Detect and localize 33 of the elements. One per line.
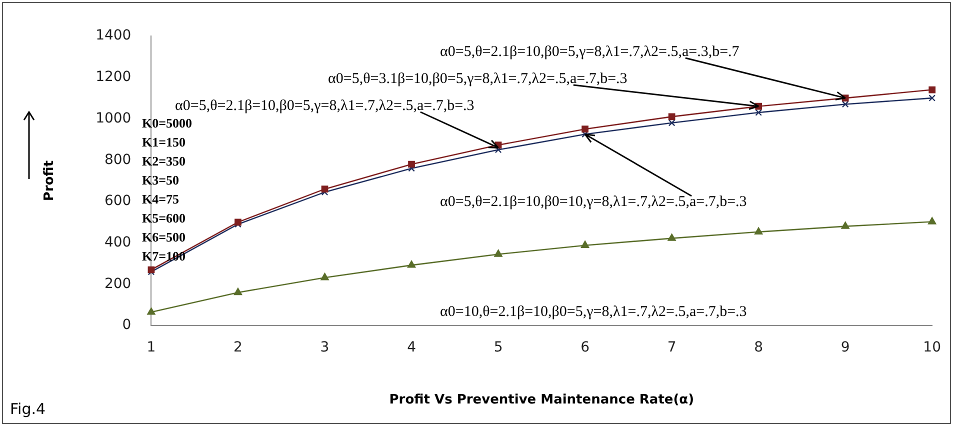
x-tick-label: 10 (923, 340, 942, 356)
annotation: K3=50 (142, 172, 180, 188)
y-tick-label: 1000 (96, 110, 132, 126)
y-tick-label: 0 (122, 317, 132, 334)
x-tick-label: 8 (754, 340, 764, 356)
y-tick-label: 200 (104, 276, 132, 292)
x-tick-label: 6 (580, 340, 590, 356)
annotation: α0=10,θ=2.1β=10,β0=5,γ=8,λ1=.7,λ2=.5,a=.7,b=.3 (440, 304, 747, 320)
caption: Fig.4 (10, 400, 46, 418)
annotation: K4=75 (142, 191, 180, 206)
x-tick-label: 5 (494, 340, 503, 356)
y-tick-label: 1200 (96, 69, 132, 86)
annotation: K1=150 (142, 134, 186, 150)
y-tick-label: 400 (104, 234, 132, 250)
x-tick-label: 3 (320, 340, 330, 356)
x-tick-label: 9 (840, 340, 850, 356)
annotation: K2=350 (142, 153, 186, 168)
annotation: K5=600 (142, 210, 186, 226)
x-tick-label: 4 (407, 340, 416, 356)
annotation: α0=5,θ=2.1β=10,β0=5,γ=8,λ1=.7,λ2=.5,a=.7,b=.3 (175, 98, 474, 114)
annotation: K0=5000 (142, 115, 192, 130)
annotation: K6=500 (142, 229, 186, 244)
y-tick-label: 1400 (96, 28, 132, 44)
y-axis-title: Profit (42, 160, 58, 202)
x-tick-label: 7 (667, 340, 676, 356)
annotation: α0=5,θ=2.1β=10,β0=5,γ=8,λ1=.7,λ2=.5,a=.3,b=.7 (440, 44, 740, 60)
y-tick-label: 800 (104, 152, 132, 168)
x-tick-label: 1 (146, 340, 156, 356)
x-tick-label: 2 (234, 340, 242, 356)
y-tick-label: 600 (104, 193, 132, 210)
annotation: α0=5,θ=3.1β=10,β0=5,γ=8,λ1=.7,λ2=.5,a=.7,b=.3 (328, 70, 628, 87)
x-axis-title: Profit Vs Preventive Maintenance Rate(α) (389, 392, 694, 408)
annotation: α0=5,θ=2.1β=10,β0=10,γ=8,λ1=.7,λ2=.5,a=.7,b=.3 (440, 194, 747, 210)
